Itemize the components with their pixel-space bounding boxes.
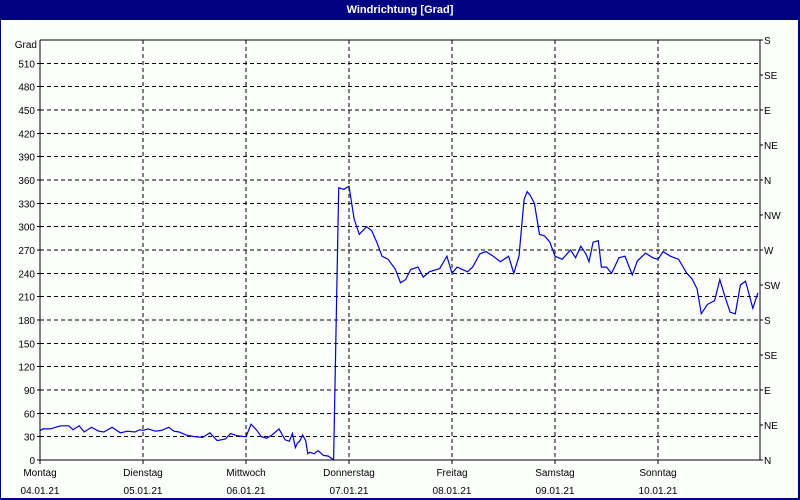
x-day-label: Montag	[23, 468, 56, 479]
y-tick-label: 300	[18, 223, 35, 234]
y-tick-label: 180	[18, 316, 35, 327]
chart-title: Windrichtung [Grad]	[0, 0, 800, 20]
x-day-label: Donnerstag	[323, 468, 375, 479]
x-day-label: Mittwoch	[226, 468, 265, 479]
compass-label: N	[764, 176, 771, 187]
x-day-label: Freitag	[436, 468, 467, 479]
y-tick-label: 450	[18, 106, 35, 117]
x-date-label: 07.01.21	[330, 486, 369, 497]
x-date-label: 04.01.21	[21, 486, 60, 497]
x-day-label: Dienstag	[123, 468, 162, 479]
y-tick-label: 60	[24, 409, 36, 420]
y-tick-label: 90	[24, 386, 36, 397]
x-date-label: 09.01.21	[536, 486, 575, 497]
y-tick-label: 120	[18, 363, 35, 374]
y-tick-label: 480	[18, 83, 35, 94]
compass-label: S	[764, 316, 771, 327]
y-tick-label: 210	[18, 293, 35, 304]
compass-label: E	[764, 386, 771, 397]
compass-label: NW	[764, 211, 781, 222]
compass-label: W	[764, 246, 774, 257]
x-date-label: 06.01.21	[227, 486, 266, 497]
y-tick-label: 360	[18, 176, 35, 187]
y-tick-label: 510	[18, 59, 35, 70]
x-day-label: Sonntag	[639, 468, 676, 479]
y-tick-label: 150	[18, 339, 35, 350]
y-tick-label: 330	[18, 199, 35, 210]
y-tick-label: 30	[24, 433, 36, 444]
x-day-label: Samstag	[535, 468, 574, 479]
y-tick-label: 420	[18, 129, 35, 140]
compass-label: S	[764, 36, 771, 47]
y-tick-label: 390	[18, 153, 35, 164]
x-date-label: 10.01.21	[639, 486, 678, 497]
x-date-label: 05.01.21	[124, 486, 163, 497]
compass-label: SE	[764, 351, 778, 362]
y-tick-label: 240	[18, 269, 35, 280]
y-tick-label: 0	[29, 456, 35, 467]
x-date-label: 08.01.21	[433, 486, 472, 497]
wind-direction-line	[39, 185, 759, 462]
compass-label: SE	[764, 71, 778, 82]
chart-panel	[1, 20, 798, 498]
compass-label: E	[764, 106, 771, 117]
compass-label: N	[764, 456, 771, 467]
y-tick-label: 270	[18, 246, 35, 257]
compass-label: SW	[764, 281, 781, 292]
compass-label: NE	[764, 141, 778, 152]
y-unit-label: Grad	[15, 40, 37, 51]
compass-label: NE	[764, 421, 778, 432]
